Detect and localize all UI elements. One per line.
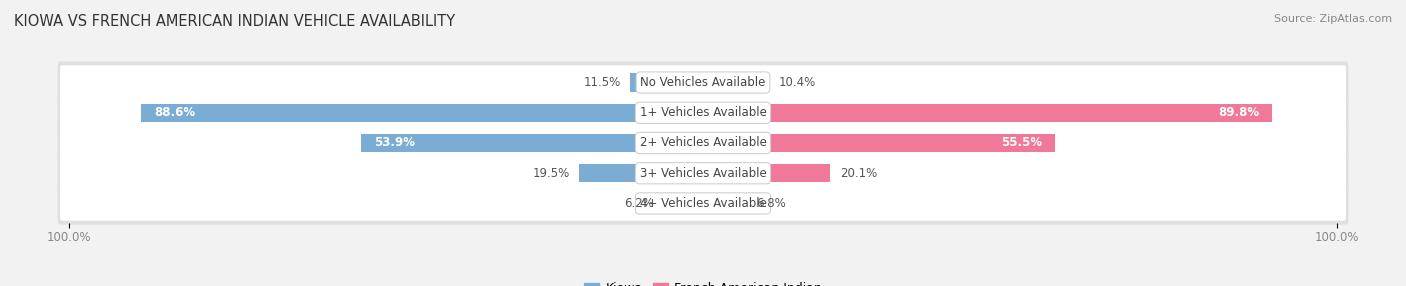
Bar [141,104,703,122]
Bar [703,164,831,182]
Text: 4+ Vehicles Available: 4+ Vehicles Available [640,197,766,210]
Bar [703,104,1272,122]
Text: 88.6%: 88.6% [153,106,195,119]
Text: 10.4%: 10.4% [779,76,815,89]
Text: 1+ Vehicles Available: 1+ Vehicles Available [640,106,766,119]
Text: 89.8%: 89.8% [1219,106,1260,119]
Text: 11.5%: 11.5% [583,76,620,89]
FancyBboxPatch shape [60,186,1346,221]
Text: 6.8%: 6.8% [755,197,786,210]
FancyBboxPatch shape [60,126,1346,160]
Bar [361,134,703,152]
Text: 2+ Vehicles Available: 2+ Vehicles Available [640,136,766,150]
Bar [579,164,703,182]
Text: No Vehicles Available: No Vehicles Available [640,76,766,89]
Text: 53.9%: 53.9% [374,136,415,150]
FancyBboxPatch shape [58,122,1348,164]
FancyBboxPatch shape [58,152,1348,194]
FancyBboxPatch shape [60,156,1346,190]
Text: Source: ZipAtlas.com: Source: ZipAtlas.com [1274,14,1392,24]
Text: 20.1%: 20.1% [839,167,877,180]
FancyBboxPatch shape [58,182,1348,225]
Text: 19.5%: 19.5% [533,167,569,180]
FancyBboxPatch shape [60,65,1346,100]
Text: 3+ Vehicles Available: 3+ Vehicles Available [640,167,766,180]
FancyBboxPatch shape [58,61,1348,104]
Text: KIOWA VS FRENCH AMERICAN INDIAN VEHICLE AVAILABILITY: KIOWA VS FRENCH AMERICAN INDIAN VEHICLE … [14,14,456,29]
Bar [703,194,747,212]
Text: 55.5%: 55.5% [1001,136,1042,150]
Legend: Kiowa, French American Indian: Kiowa, French American Indian [579,277,827,286]
FancyBboxPatch shape [60,96,1346,130]
FancyBboxPatch shape [58,92,1348,134]
Bar [703,74,769,92]
Text: 6.2%: 6.2% [624,197,654,210]
Bar [664,194,703,212]
Bar [630,74,703,92]
Bar [703,134,1054,152]
